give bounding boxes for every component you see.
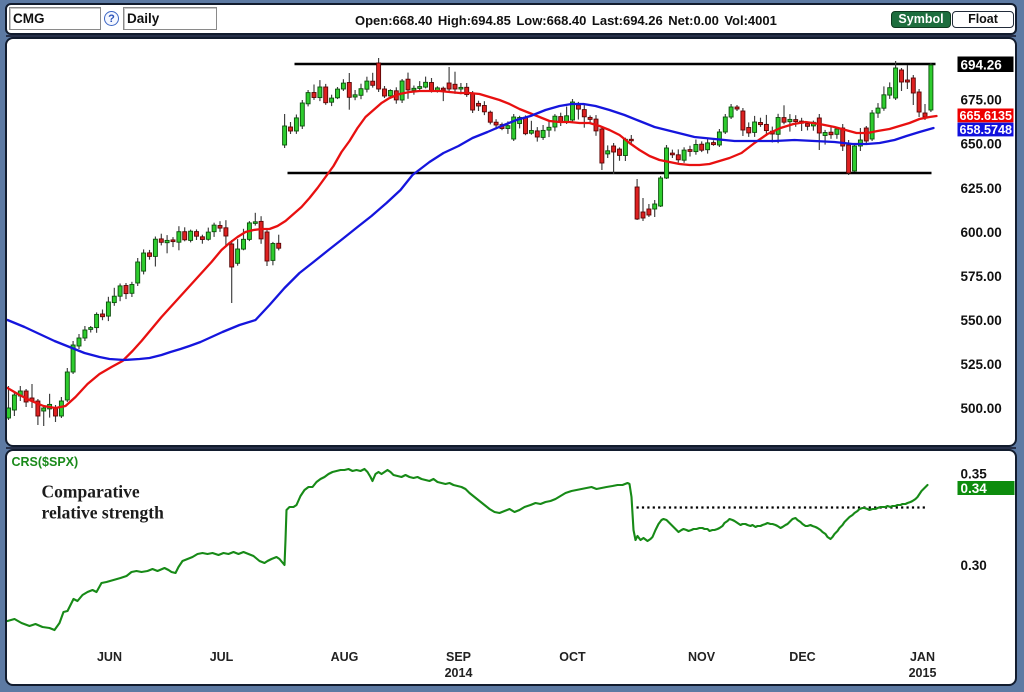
svg-text:NOV: NOV (688, 650, 716, 664)
svg-text:525.00: 525.00 (961, 357, 1002, 372)
svg-text:550.00: 550.00 (961, 312, 1002, 327)
svg-text:0.30: 0.30 (961, 558, 987, 573)
svg-text:0.34: 0.34 (961, 481, 988, 496)
svg-text:AUG: AUG (331, 650, 359, 664)
svg-text:658.5748: 658.5748 (960, 123, 1013, 137)
svg-text:SEP: SEP (446, 650, 471, 664)
svg-text:CRS($SPX): CRS($SPX) (12, 455, 79, 469)
svg-text:Comparative: Comparative (42, 481, 140, 501)
svg-text:650.00: 650.00 (961, 136, 1002, 151)
svg-text:675.00: 675.00 (961, 92, 1002, 107)
svg-text:500.00: 500.00 (961, 401, 1002, 416)
svg-text:600.00: 600.00 (961, 224, 1002, 239)
svg-text:694.26: 694.26 (961, 57, 1003, 72)
svg-text:625.00: 625.00 (961, 180, 1002, 195)
svg-text:2014: 2014 (445, 666, 473, 680)
svg-text:665.6135: 665.6135 (960, 109, 1013, 123)
svg-text:DEC: DEC (789, 650, 815, 664)
svg-text:relative strength: relative strength (42, 502, 165, 522)
svg-text:575.00: 575.00 (961, 268, 1002, 283)
svg-text:0.35: 0.35 (961, 466, 988, 481)
svg-text:JUN: JUN (97, 650, 122, 664)
svg-text:OCT: OCT (559, 650, 586, 664)
svg-text:2015: 2015 (909, 666, 937, 680)
svg-text:JAN: JAN (910, 650, 935, 664)
svg-text:JUL: JUL (210, 650, 234, 664)
